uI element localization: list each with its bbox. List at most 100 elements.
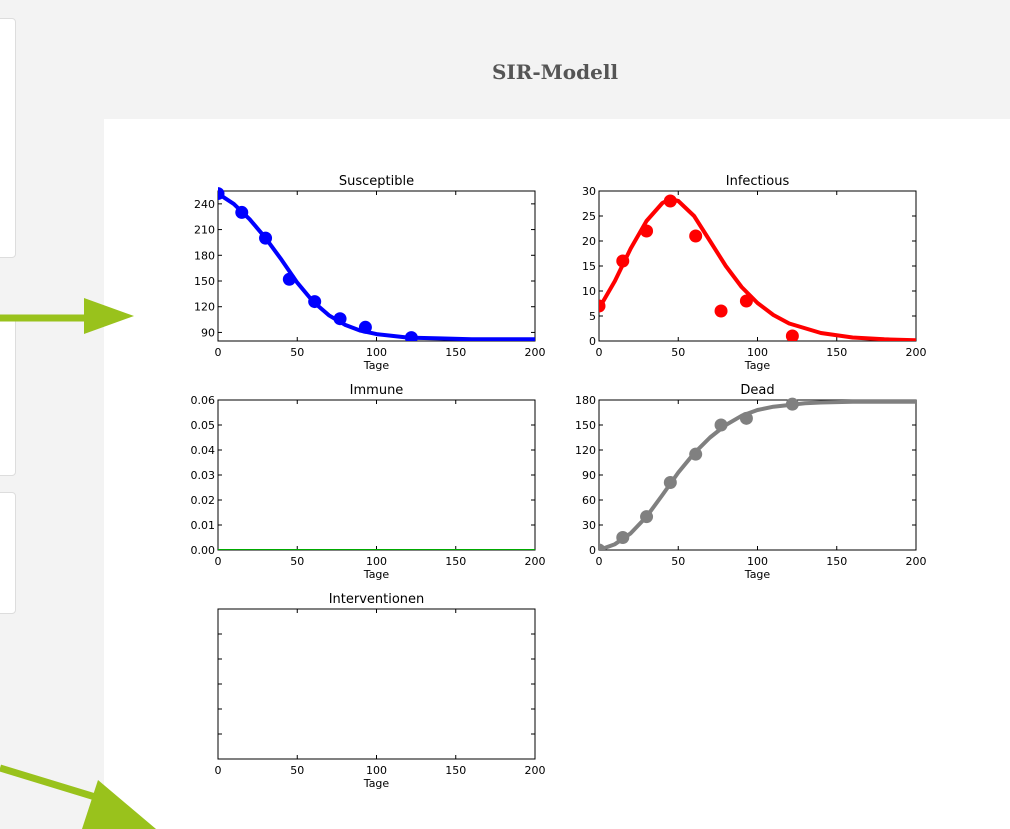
data-point xyxy=(235,205,249,219)
y-tick-label: 0.03 xyxy=(191,469,216,482)
x-axis-label: Tage xyxy=(744,568,771,581)
axes-frame xyxy=(598,399,917,551)
x-tick-label: 150 xyxy=(445,555,466,568)
x-tick-label: 200 xyxy=(525,764,546,777)
x-tick-label: 0 xyxy=(215,764,222,777)
x-tick-label: 50 xyxy=(290,555,304,568)
data-point xyxy=(663,476,677,489)
data-point xyxy=(282,272,296,286)
x-tick-label: 150 xyxy=(445,346,466,359)
y-tick-label: 0.05 xyxy=(191,419,216,432)
chart-title: Infectious xyxy=(726,174,790,189)
y-tick-label: 10 xyxy=(582,285,596,298)
y-tick-label: 15 xyxy=(582,260,596,273)
y-tick-label: 180 xyxy=(575,394,596,407)
data-point xyxy=(599,543,606,550)
x-tick-label: 200 xyxy=(525,555,546,568)
axes-frame xyxy=(217,190,536,342)
arrow-head-bottom xyxy=(82,780,156,829)
data-point xyxy=(404,331,418,341)
x-tick-label: 150 xyxy=(826,555,847,568)
chart-dead: 0 50 100 150 200 0 30 60 90 120 150 180 Dead Tage xyxy=(575,383,927,581)
y-tick-label: 0 xyxy=(589,544,596,557)
series-group xyxy=(599,194,916,341)
series-line xyxy=(218,191,535,341)
y-tick-label: 0.04 xyxy=(191,444,216,457)
page-title: SIR-Modell xyxy=(491,60,619,84)
y-tick-label: 30 xyxy=(582,185,596,198)
series-group xyxy=(599,397,916,550)
data-point xyxy=(259,231,273,245)
chart-title: Immune xyxy=(350,383,404,398)
left-panel-bottom xyxy=(0,492,16,614)
arrow-head-top xyxy=(84,298,134,334)
data-point xyxy=(218,187,225,201)
data-point xyxy=(616,254,630,268)
arrow-shaft-bottom xyxy=(0,764,107,804)
x-tick-label: 150 xyxy=(445,764,466,777)
y-tick-label: 90 xyxy=(201,326,215,339)
y-tick-label: 180 xyxy=(194,249,215,262)
data-point xyxy=(739,411,753,425)
x-tick-label: 50 xyxy=(290,764,304,777)
data-point xyxy=(785,329,799,341)
x-tick-label: 200 xyxy=(525,346,546,359)
y-tick-label: 120 xyxy=(575,444,596,457)
y-tick-label: 210 xyxy=(194,224,215,237)
data-point xyxy=(714,304,728,318)
x-tick-label: 200 xyxy=(906,346,927,359)
y-tick-label: 25 xyxy=(582,210,596,223)
data-point xyxy=(663,194,677,208)
y-tick-label: 120 xyxy=(194,301,215,314)
x-axis-label: Tage xyxy=(363,568,390,581)
y-tick-label: 0.02 xyxy=(191,494,216,507)
x-tick-label: 100 xyxy=(366,555,387,568)
series-group xyxy=(218,187,535,341)
chart-title: Susceptible xyxy=(339,174,414,189)
data-point xyxy=(616,531,630,544)
y-tick-label: 0.01 xyxy=(191,519,216,532)
chart-title: Interventionen xyxy=(329,592,425,607)
x-axis-label: Tage xyxy=(363,359,390,372)
y-tick-label: 0.06 xyxy=(191,394,216,407)
chart-susceptible: 0 50 100 150 200 90 120 150 180 210 240 Susceptible… xyxy=(194,174,546,372)
chart-immune: 0 50 100 150 200 0.00 0.01 0.02 0.03 0.04 0.05 0.06… xyxy=(191,383,546,581)
x-tick-label: 50 xyxy=(290,346,304,359)
data-point xyxy=(599,299,606,313)
x-tick-label: 100 xyxy=(747,346,768,359)
y-tick-label: 60 xyxy=(582,494,596,507)
x-tick-label: 0 xyxy=(215,555,222,568)
chart-interventionen: 0 50 100 150 200 Interventionen Tage xyxy=(215,592,546,790)
x-tick-label: 0 xyxy=(215,346,222,359)
y-tick-label: 20 xyxy=(582,235,596,248)
data-point xyxy=(358,320,372,334)
data-point xyxy=(689,447,703,461)
x-tick-label: 100 xyxy=(366,764,387,777)
y-tick-label: 150 xyxy=(575,419,596,432)
chart-infectious: 0 50 100 150 200 0 5 10 15 20 25 30 Infectious Tage xyxy=(582,174,927,372)
x-tick-label: 0 xyxy=(596,555,603,568)
x-tick-label: 0 xyxy=(596,346,603,359)
y-tick-label: 30 xyxy=(582,519,596,532)
y-tick-label: 5 xyxy=(589,310,596,323)
data-point xyxy=(308,295,322,309)
x-tick-label: 100 xyxy=(747,555,768,568)
chart-title: Dead xyxy=(740,383,774,398)
x-tick-label: 200 xyxy=(906,555,927,568)
data-point xyxy=(640,224,654,238)
data-point xyxy=(689,229,703,243)
y-tick-label: 240 xyxy=(194,198,215,211)
data-point xyxy=(785,397,799,411)
x-axis-label: Tage xyxy=(363,777,390,790)
x-axis-label: Tage xyxy=(744,359,771,372)
y-tick-label: 0.00 xyxy=(191,544,216,557)
y-tick-label: 0 xyxy=(589,335,596,348)
data-point xyxy=(739,294,753,308)
y-tick-label: 90 xyxy=(582,469,596,482)
data-point xyxy=(714,418,728,432)
x-tick-label: 50 xyxy=(671,555,685,568)
x-tick-label: 50 xyxy=(671,346,685,359)
data-point xyxy=(640,510,654,524)
